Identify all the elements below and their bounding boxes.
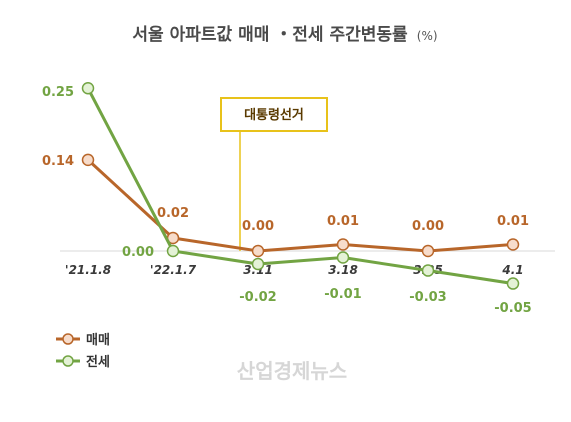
legend-label: 전세 bbox=[86, 354, 110, 370]
data-point bbox=[336, 251, 350, 264]
chart-title-unit: (%) bbox=[417, 29, 438, 43]
series-line-jeonse bbox=[86, 87, 514, 286]
data-point bbox=[506, 277, 520, 290]
legend-label: 매매 bbox=[86, 333, 110, 348]
data-point bbox=[251, 244, 265, 258]
x-tick-label: 4.1 bbox=[501, 263, 523, 277]
data-point bbox=[421, 244, 435, 258]
x-tick-label: '21.1.8 bbox=[65, 263, 111, 277]
data-label: -0.02 bbox=[239, 290, 276, 305]
data-point bbox=[166, 244, 180, 258]
data-point bbox=[336, 238, 350, 251]
x-tick-label: '22.1.7 bbox=[150, 263, 197, 277]
data-label: 0.14 bbox=[42, 154, 74, 169]
annotation-box bbox=[220, 97, 328, 132]
data-point bbox=[506, 238, 520, 251]
data-point bbox=[81, 153, 95, 167]
watermark: 산업경제뉴스 bbox=[237, 359, 347, 383]
data-label: 0.00 bbox=[412, 219, 444, 234]
data-label: 0.02 bbox=[157, 206, 189, 221]
legend-swatch-marker bbox=[62, 333, 74, 345]
chart-title-main: 서울 아파트값 매매 ・전세 주간변동률 bbox=[132, 25, 408, 45]
data-point bbox=[81, 82, 95, 95]
legend-swatch-marker bbox=[62, 355, 74, 367]
data-label: -0.03 bbox=[409, 290, 446, 305]
data-label: 0.25 bbox=[42, 85, 74, 100]
data-label: -0.01 bbox=[324, 287, 361, 302]
chart-title: 서울 아파트값 매매 ・전세 주간변동률 (%) bbox=[132, 25, 437, 45]
data-label: 0.01 bbox=[497, 214, 529, 229]
data-label: -0.05 bbox=[494, 301, 531, 316]
data-label: 0.00 bbox=[242, 219, 274, 234]
data-label: 0.00 bbox=[122, 245, 154, 260]
annotation-text: 대통령선거 bbox=[244, 107, 304, 123]
data-point bbox=[421, 264, 435, 277]
series-line-sale bbox=[86, 158, 514, 253]
data-point bbox=[251, 257, 265, 271]
x-tick-label: 3.18 bbox=[328, 263, 358, 277]
data-label: 0.01 bbox=[327, 214, 359, 229]
